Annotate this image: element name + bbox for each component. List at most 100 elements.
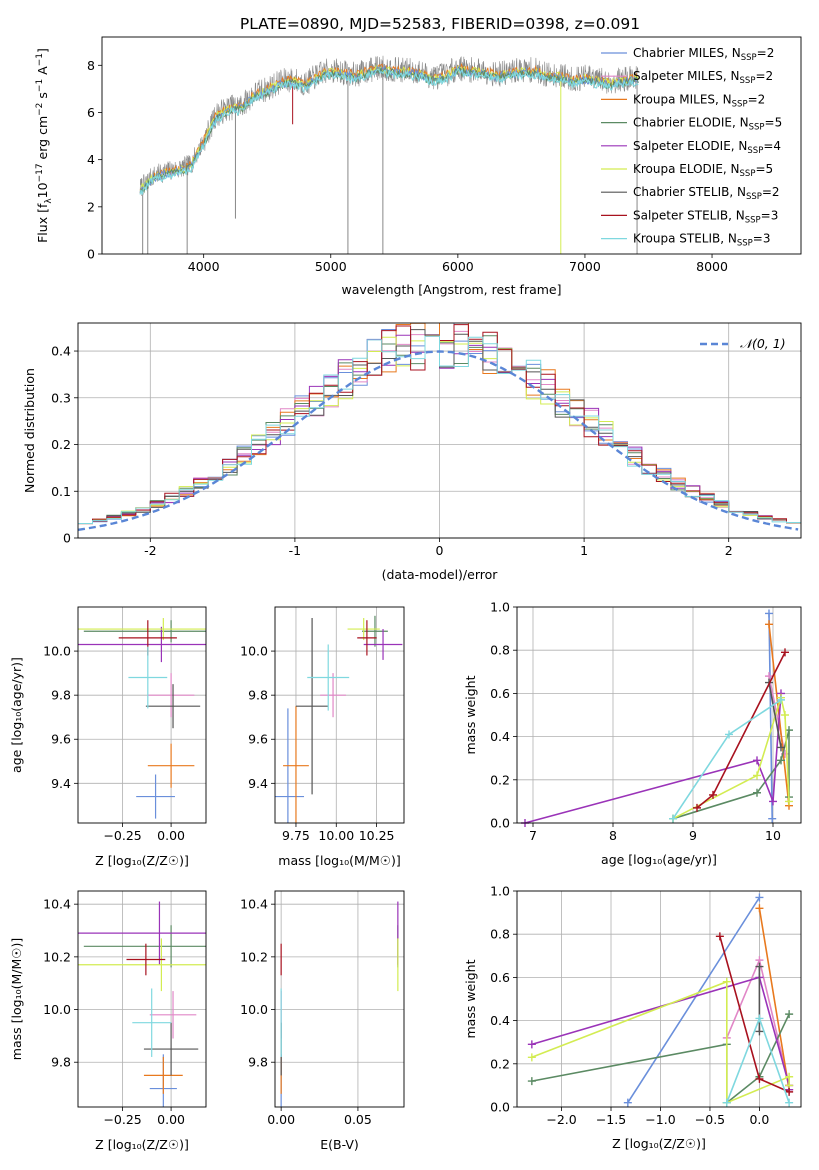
weight-marker [777, 695, 785, 704]
y-axis-label: mass [log₁₀(M/M☉)] [9, 938, 24, 1060]
legend-entry: Kroupa MILES, NSSP=2 [633, 92, 765, 109]
y-tick-label: 0.2 [490, 772, 510, 787]
legend-entry: Chabrier ELODIE, NSSP=5 [633, 116, 782, 133]
axes-frame [516, 890, 802, 1108]
y-tick-label: 0.6 [490, 970, 510, 985]
y-tick-label: 9.8 [51, 688, 71, 703]
errorbars [280, 901, 399, 1107]
y-tick-label: 6 [87, 105, 95, 120]
legend-main: Chabrier ELODIE, N [633, 116, 749, 130]
weight-marker [785, 1087, 794, 1096]
weight-marker [693, 803, 701, 812]
y-tick-label: 2 [87, 199, 95, 214]
y-axis-label-part: A [35, 66, 50, 79]
y-tick-label: 9.4 [51, 776, 71, 791]
x-tick-label: −0.25 [103, 828, 141, 843]
x-tick-label: 9.75 [282, 828, 310, 843]
x-tick-label: 0.0 [749, 1112, 769, 1127]
x-tick-label: −2.0 [546, 1112, 576, 1127]
weight-marker [753, 788, 761, 797]
weight-marker [527, 1040, 536, 1049]
weight-series [768, 613, 773, 819]
y-tick-label: 0.4 [51, 344, 71, 359]
x-tick-label: 4000 [188, 259, 220, 274]
y-tick-label: 10.0 [43, 1002, 71, 1017]
y-axis-label-part: −17 [35, 163, 45, 182]
y-tick-label: 10.2 [240, 949, 268, 964]
model-spectrum [139, 67, 639, 195]
weight-marker [755, 962, 764, 971]
y-axis-label-part: −1 [35, 53, 45, 66]
y-axis-label-part: ] [35, 48, 50, 53]
legend-tail: =5 [755, 162, 773, 176]
y-tick-label: 4 [87, 152, 95, 167]
axes-frame [274, 606, 405, 824]
legend-sub: SSP [737, 239, 753, 249]
weight-series [768, 682, 782, 748]
y-tick-label: 0.8 [490, 643, 510, 658]
errorbars [78, 618, 206, 819]
y-tick-label: 10.0 [240, 1002, 268, 1017]
legend-sub: SSP [741, 53, 757, 63]
weight-marker [785, 1072, 794, 1081]
weight-marker [785, 1098, 794, 1107]
axes-frame [101, 36, 802, 255]
weight-lines [521, 609, 793, 827]
legend-sub: SSP [745, 215, 761, 225]
legend-entry: Kroupa STELIB, NSSP=3 [633, 232, 771, 249]
x-axis-label: wavelength [Angstrom, rest frame] [341, 282, 561, 297]
axes-frame [274, 890, 405, 1108]
legend-tail: =3 [761, 208, 779, 222]
x-tick-label: 0 [436, 543, 444, 558]
axes-frame [77, 322, 802, 539]
y-tick-label: 0.6 [490, 686, 510, 701]
weight-series [758, 908, 790, 1090]
weight-marker [765, 609, 773, 618]
legend-main: Chabrier MILES, N [633, 46, 741, 60]
y-tick-label: 9.8 [248, 1055, 268, 1070]
weight-marker [722, 1098, 731, 1107]
weight-marker [527, 1077, 536, 1086]
y-axis-label-part: erg cm [35, 116, 50, 164]
errorbars [78, 901, 206, 1107]
legend-tail: =5 [765, 116, 783, 130]
y-tick-label: 0.2 [51, 437, 71, 452]
weight-vs-age-panel: 7 8 9 10 0.0 0.2 0.4 0.6 0.8 1.0 age [log₁₀(age/yr… [463, 600, 802, 867]
y-tick-label: 0.0 [490, 816, 510, 831]
y-tick-label: 0.4 [490, 729, 510, 744]
legend-main: Salpeter ELODIE, N [633, 139, 747, 153]
y-tick-label: 0 [63, 531, 71, 546]
legend-tail: =2 [757, 46, 775, 60]
y-axis-label: mass weight [463, 675, 478, 754]
histogram-series [78, 323, 801, 525]
y-tick-label: 9.8 [248, 688, 268, 703]
weight-marker [722, 977, 731, 986]
weight-marker [753, 756, 761, 765]
legend-main: Kroupa STELIB, N [633, 232, 737, 246]
x-tick-label: −1.5 [596, 1112, 626, 1127]
x-tick-label: 10.25 [359, 828, 395, 843]
y-tick-label: 0.2 [490, 1056, 510, 1071]
weight-marker [755, 893, 764, 902]
weight-marker [755, 1074, 764, 1083]
y-tick-label: 0.1 [51, 484, 71, 499]
legend-entry: 𝒩(0, 1) [740, 336, 786, 351]
x-tick-label: 6000 [442, 259, 474, 274]
y-tick-label: 10.4 [43, 897, 71, 912]
legend-entry: Salpeter MILES, NSSP=2 [633, 69, 773, 86]
legend-sub: SSP [740, 169, 756, 179]
x-tick-label: 2 [725, 543, 733, 558]
weight-series [524, 693, 782, 824]
y-tick-label: 9.4 [248, 776, 268, 791]
x-tick-label: -1 [289, 543, 301, 558]
x-axis-label: mass [log₁₀(M/M☉)] [278, 853, 400, 868]
figure-title: PLATE=0890, MJD=52583, FIBERID=0398, z=0… [240, 15, 640, 33]
x-tick-label: −0.25 [103, 1112, 141, 1127]
y-tick-label: 10.2 [43, 949, 71, 964]
y-axis-label-part: Flux [f [35, 203, 50, 243]
x-tick-label: 0.00 [157, 828, 185, 843]
legend-main: Kroupa MILES, N [633, 92, 732, 106]
y-tick-label: 9.6 [51, 732, 71, 747]
weight-marker [769, 797, 777, 806]
